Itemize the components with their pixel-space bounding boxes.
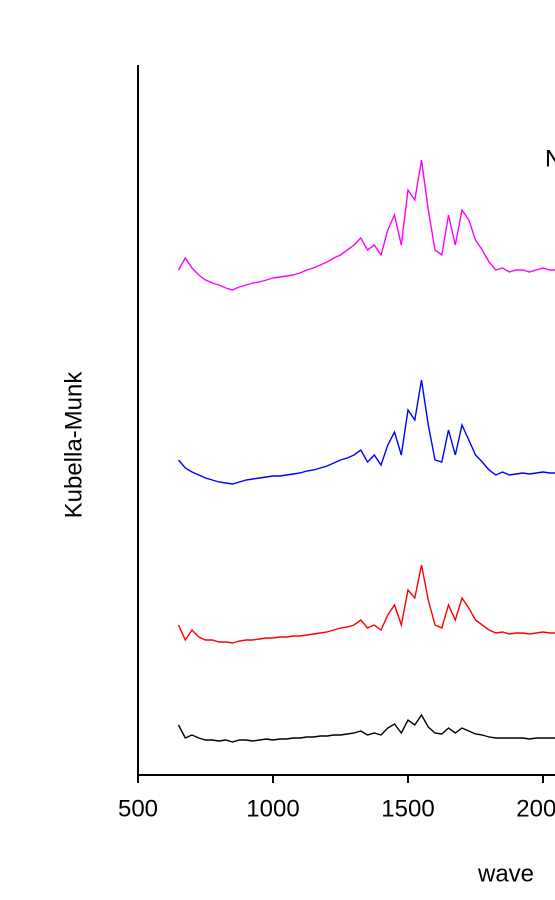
y-axis-label: Kubella-Munk	[60, 371, 87, 519]
spectrum-line	[177, 564, 555, 644]
x-tick-label: 500	[118, 795, 158, 822]
spectrum-line	[177, 159, 555, 291]
annotation: N	[545, 145, 555, 172]
x-tick-label: 1000	[246, 795, 299, 822]
x-tick-label: 1500	[381, 795, 434, 822]
x-axis-label: wave	[477, 860, 534, 887]
spectrum-line	[177, 713, 555, 743]
spectrum-line	[177, 379, 555, 485]
x-tick-label: 2000	[516, 795, 555, 822]
